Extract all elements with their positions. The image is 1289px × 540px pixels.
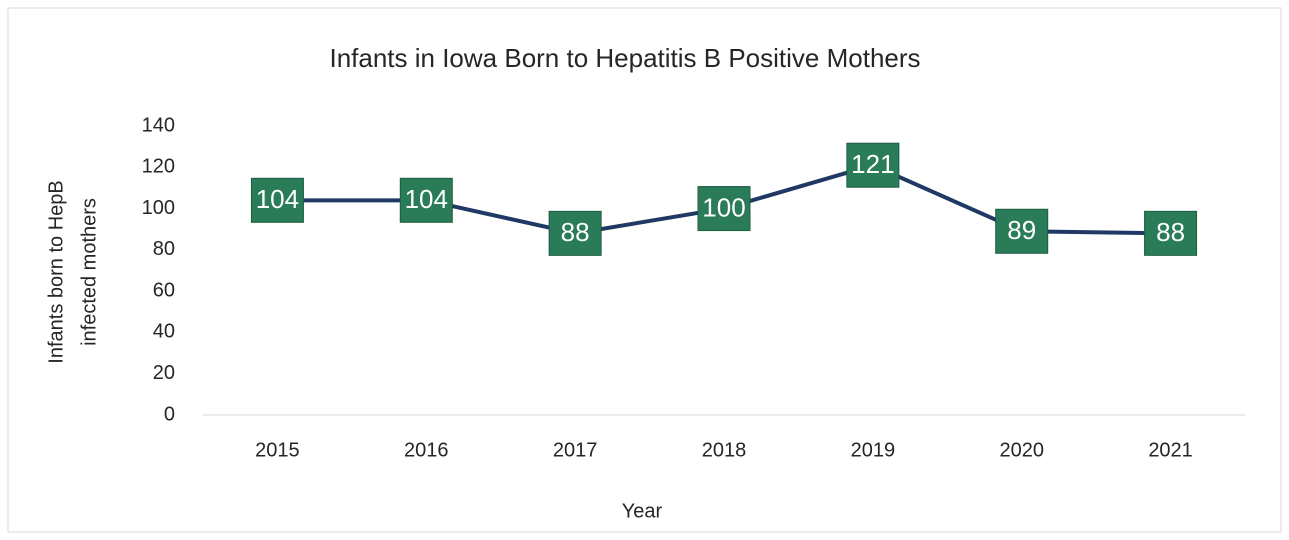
x-tick-label: 2018 <box>702 439 747 461</box>
x-tick-label: 2021 <box>1148 439 1193 461</box>
x-tick-label: 2015 <box>255 439 300 461</box>
data-label-box <box>846 142 900 188</box>
data-label-box <box>250 177 304 223</box>
data-label-box <box>697 186 751 232</box>
data-label: 89 <box>1007 215 1036 245</box>
y-tick-label: 20 <box>153 362 175 384</box>
x-tick-label: 2017 <box>553 439 598 461</box>
y-tick-label: 80 <box>153 238 175 260</box>
data-label: 104 <box>256 184 299 214</box>
data-label-box <box>995 208 1049 254</box>
y-tick-label: 140 <box>142 114 175 136</box>
y-axis-title: infected mothers <box>78 198 100 346</box>
chart-border <box>7 7 1282 533</box>
x-axis-title: Year <box>622 500 663 522</box>
y-tick-label: 40 <box>153 321 175 343</box>
data-label-box <box>1144 210 1198 256</box>
data-label: 88 <box>1156 217 1185 247</box>
y-tick-label: 100 <box>142 197 175 219</box>
y-tick-label: 60 <box>153 279 175 301</box>
data-label: 100 <box>702 192 745 222</box>
y-tick-label: 120 <box>142 156 175 178</box>
x-tick-label: 2020 <box>999 439 1044 461</box>
x-tick-label: 2019 <box>851 439 896 461</box>
data-label-box <box>548 210 602 256</box>
data-label-box <box>399 177 453 223</box>
chart-title: Infants in Iowa Born to Hepatitis B Posi… <box>329 43 920 73</box>
data-label: 121 <box>851 149 894 179</box>
data-label: 88 <box>561 217 590 247</box>
x-tick-label: 2016 <box>404 439 449 461</box>
data-label: 104 <box>405 184 448 214</box>
y-tick-label: 0 <box>164 403 175 425</box>
y-axis-title: Infants born to HepB <box>45 180 67 363</box>
